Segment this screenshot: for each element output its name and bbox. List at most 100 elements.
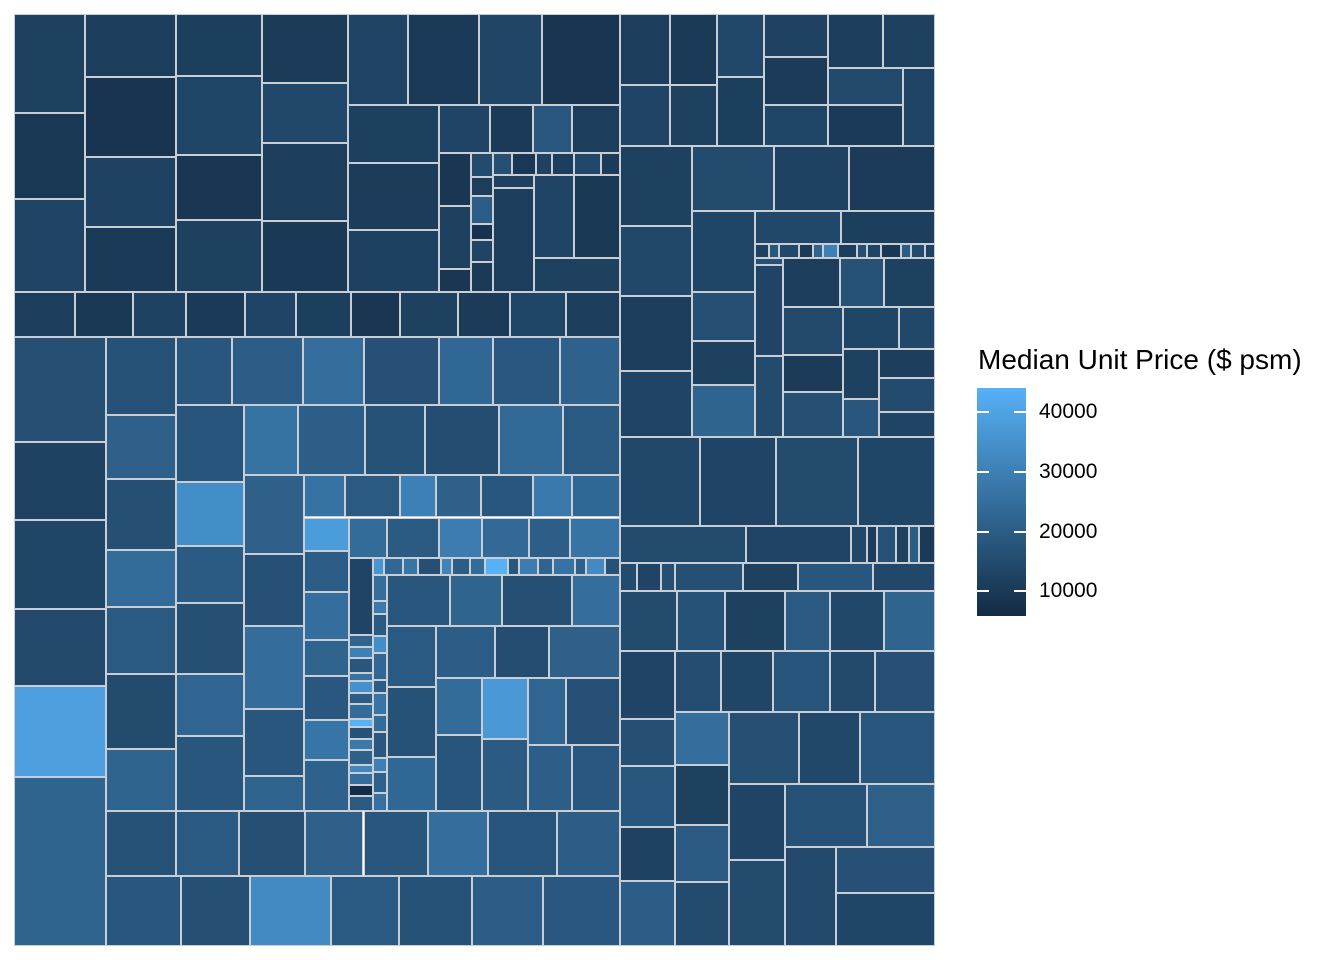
legend-tick-mark <box>1014 470 1026 473</box>
treemap-tile <box>827 104 903 146</box>
treemap-tile <box>250 876 332 946</box>
treemap-tile <box>813 244 823 259</box>
treemap-tile <box>572 574 620 627</box>
treemap-tile <box>866 244 882 259</box>
treemap <box>14 14 935 946</box>
treemap-tile <box>106 748 176 811</box>
treemap-tile <box>857 244 867 259</box>
treemap-tile <box>754 265 784 356</box>
treemap-tile <box>438 152 471 207</box>
treemap-tile <box>349 739 374 750</box>
treemap-tile <box>764 56 828 106</box>
treemap-tile <box>773 651 831 712</box>
treemap-tile <box>438 206 471 270</box>
treemap-tile <box>823 244 838 259</box>
treemap-tile <box>519 558 538 575</box>
treemap-tile <box>349 703 374 720</box>
treemap-tile <box>350 292 400 337</box>
treemap-tile <box>478 14 542 105</box>
treemap-tile <box>620 827 676 882</box>
treemap-tile <box>244 776 305 811</box>
treemap-tile <box>884 258 935 307</box>
treemap-tile <box>754 258 784 266</box>
treemap-tile <box>488 811 557 876</box>
treemap-tile <box>692 146 774 212</box>
treemap-tile <box>569 517 620 559</box>
treemap-tile <box>399 292 458 337</box>
treemap-tile <box>302 337 365 406</box>
treemap-tile <box>692 384 755 437</box>
treemap-tile <box>365 405 425 475</box>
treemap-tile <box>620 881 676 946</box>
treemap-tile <box>717 14 764 78</box>
treemap-tile <box>349 657 374 674</box>
treemap-tile <box>542 876 620 946</box>
treemap-tile <box>470 223 493 241</box>
treemap-tile <box>424 405 499 475</box>
treemap-tile <box>692 291 755 341</box>
treemap-tile <box>798 711 861 784</box>
treemap-tile <box>729 859 785 946</box>
treemap-tile <box>349 719 374 727</box>
treemap-tile <box>873 562 935 591</box>
treemap-tile <box>14 777 106 946</box>
treemap-tile <box>435 678 483 736</box>
treemap-tile <box>878 348 935 378</box>
treemap-tile <box>449 574 503 627</box>
treemap-tile <box>919 526 935 563</box>
treemap-tile <box>677 590 725 652</box>
treemap-tile <box>14 686 106 778</box>
treemap-tile <box>387 626 436 688</box>
treemap-tile <box>774 146 850 212</box>
treemap-tile <box>764 105 828 146</box>
treemap-tile <box>605 558 620 575</box>
treemap-tile <box>14 442 106 521</box>
legend-gradient-bar <box>977 388 1026 616</box>
treemap-tile <box>549 626 620 679</box>
treemap-tile <box>470 196 493 224</box>
legend-tick-mark <box>1014 411 1026 414</box>
legend-tick-label: 40000 <box>1039 400 1098 424</box>
treemap-tile <box>884 590 935 652</box>
legend-tick-mark <box>977 411 989 414</box>
treemap-tile <box>14 609 106 687</box>
treemap-tile <box>620 225 693 297</box>
treemap-tile <box>373 714 388 733</box>
treemap-tile <box>344 474 400 518</box>
treemap-tile <box>373 600 388 614</box>
treemap-tile <box>384 558 404 575</box>
treemap-tile <box>620 651 676 720</box>
treemap-tile <box>176 14 263 77</box>
treemap-tile <box>783 258 840 307</box>
treemap-tile <box>176 155 263 221</box>
treemap-tile <box>882 14 935 69</box>
treemap-tile <box>373 653 388 680</box>
treemap-tile <box>746 526 851 563</box>
treemap-tile <box>675 764 730 826</box>
treemap-tile <box>502 574 573 627</box>
treemap-tile <box>840 211 935 245</box>
treemap-tile <box>743 562 799 591</box>
treemap-tile <box>511 152 537 176</box>
legend-title: Median Unit Price ($ psm) <box>978 344 1302 375</box>
treemap-tile <box>552 152 575 176</box>
treemap-tile <box>498 405 564 475</box>
treemap-tile <box>364 337 439 406</box>
treemap-tile <box>895 526 909 563</box>
treemap-tile <box>860 711 935 784</box>
treemap-tile <box>349 785 374 796</box>
treemap-tile <box>84 156 177 227</box>
treemap-tile <box>436 474 481 518</box>
treemap-tile <box>304 760 350 811</box>
treemap-tile <box>373 635 388 654</box>
treemap-tile <box>349 749 374 765</box>
treemap-tile <box>181 876 251 946</box>
treemap-tile <box>565 292 620 337</box>
treemap-tile <box>754 211 841 245</box>
treemap-tile <box>843 306 900 349</box>
treemap-tile <box>304 591 350 641</box>
treemap-tile <box>470 261 493 292</box>
treemap-tile <box>176 76 263 156</box>
treemap-tile <box>185 292 245 337</box>
treemap-tile <box>435 735 483 811</box>
